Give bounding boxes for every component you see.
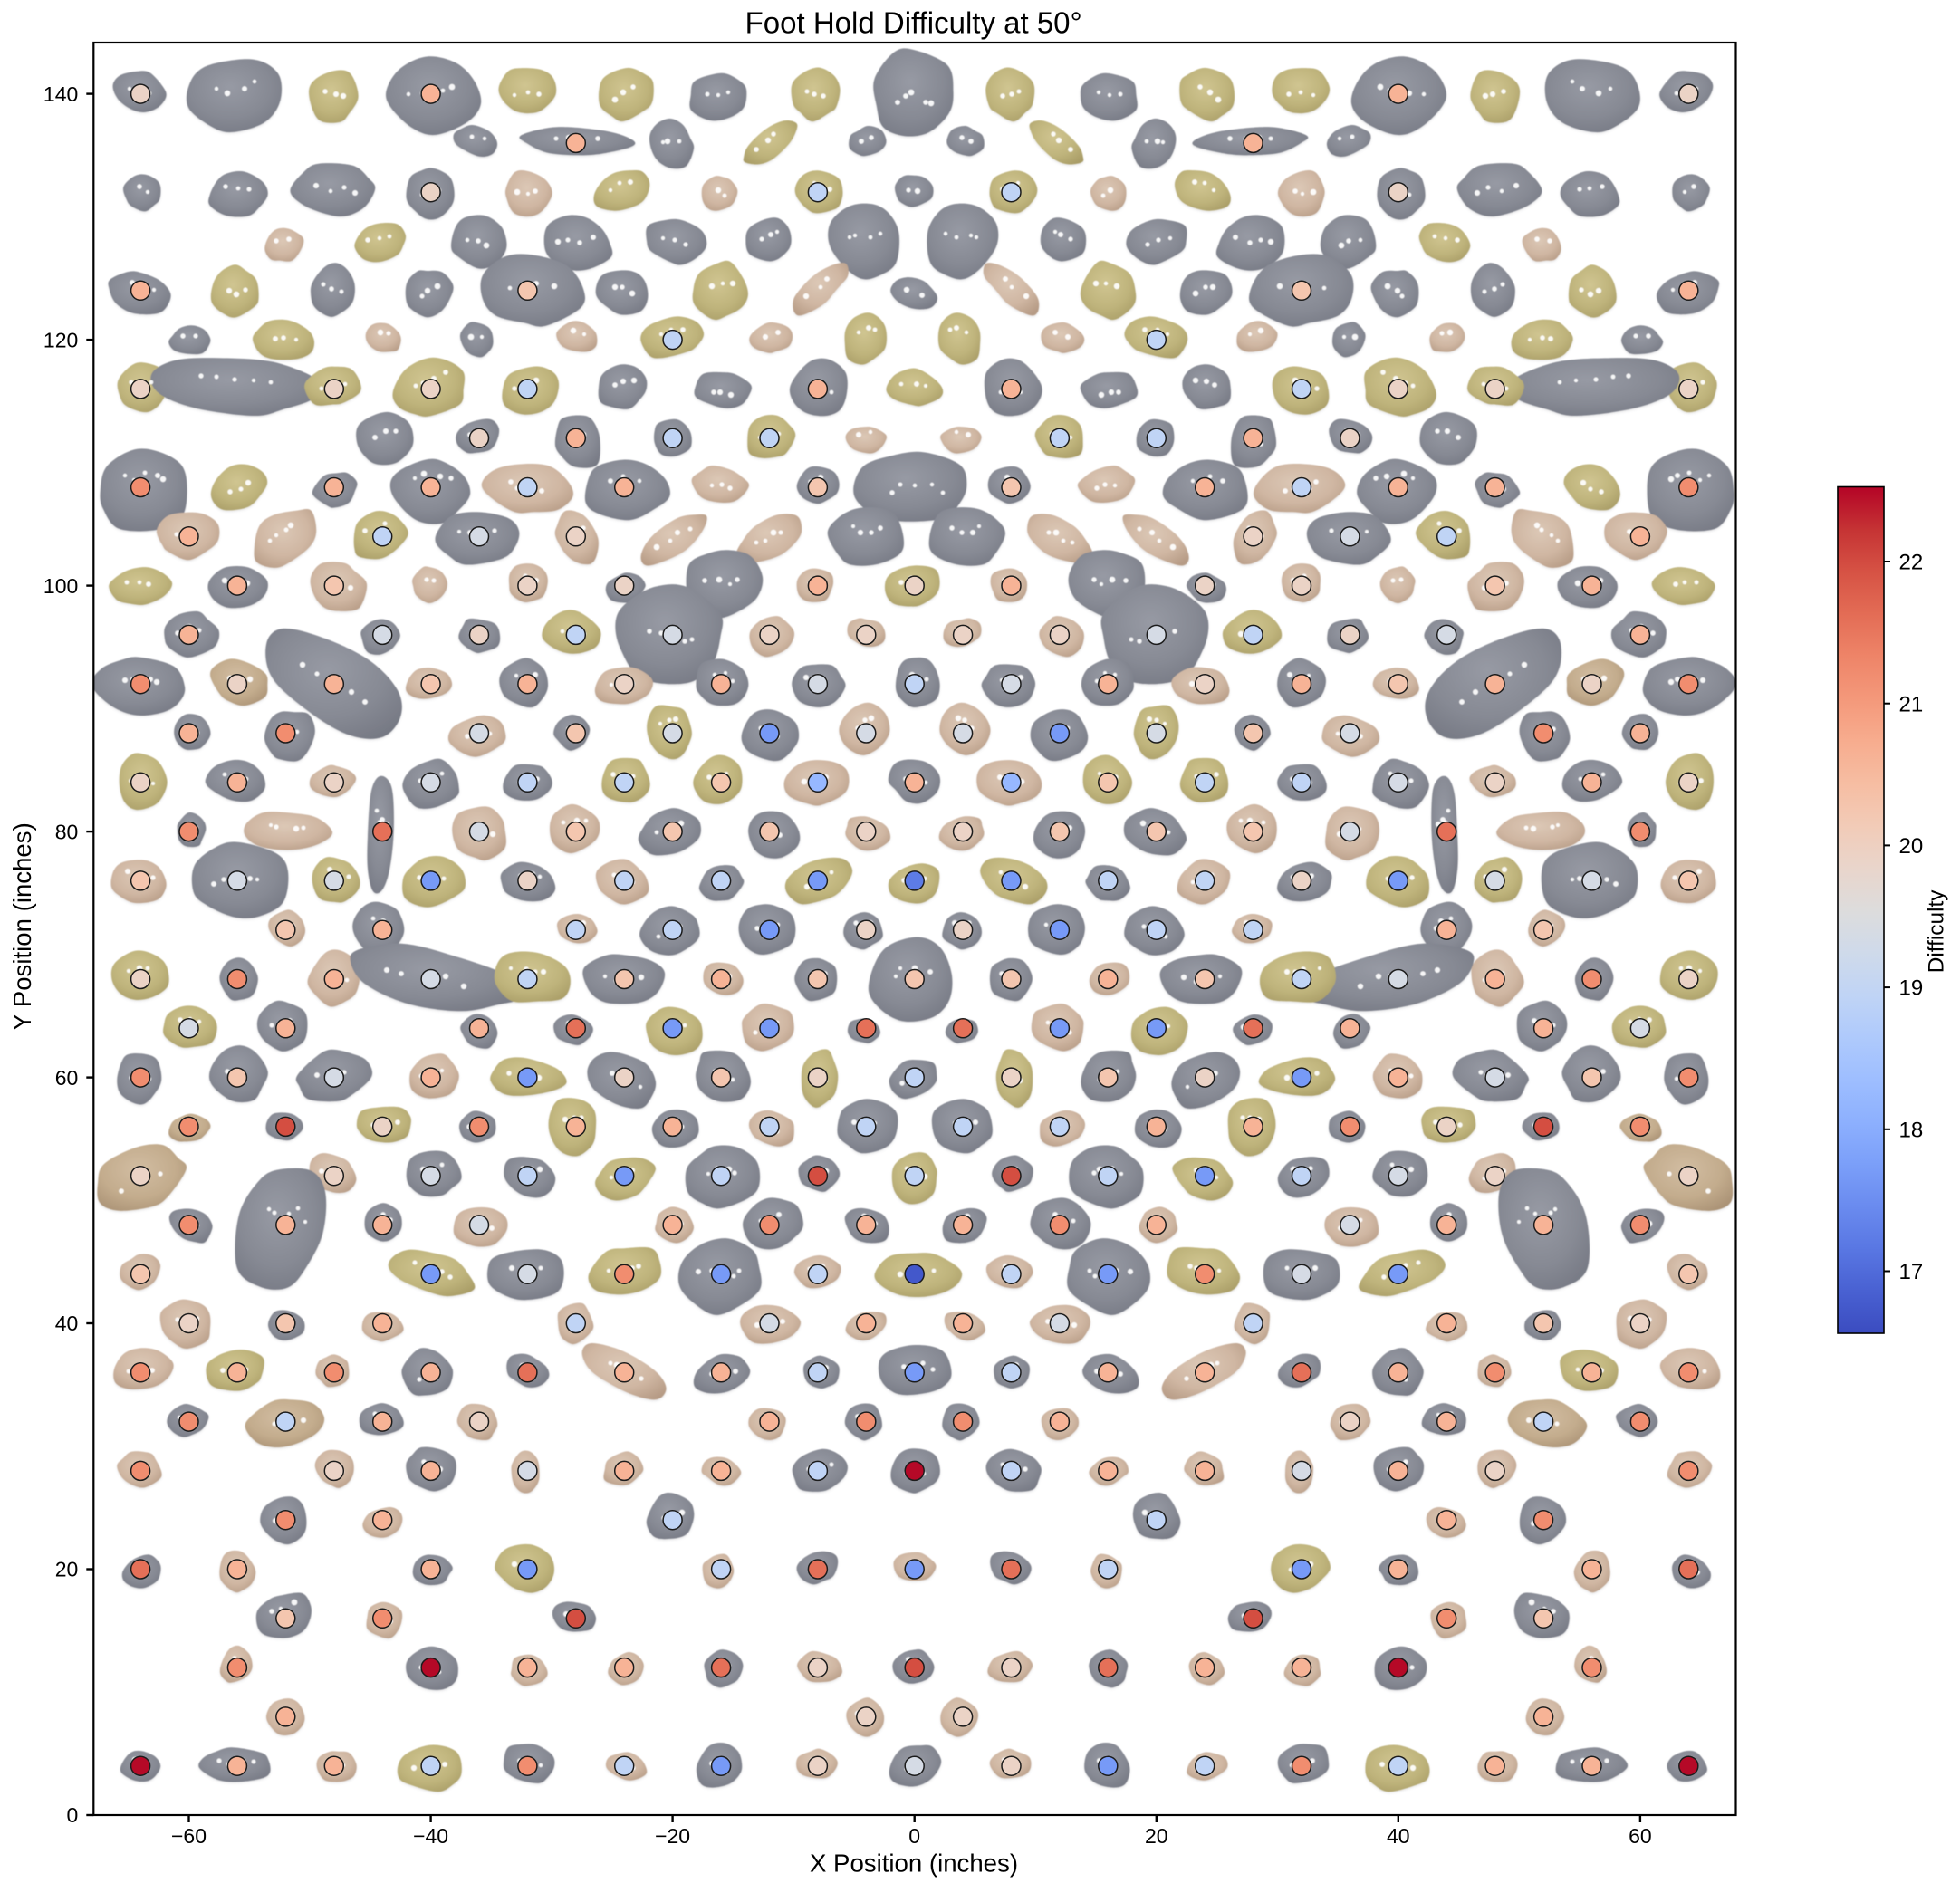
svg-text:20: 20 xyxy=(1899,834,1924,859)
svg-text:120: 120 xyxy=(43,328,78,351)
svg-text:19: 19 xyxy=(1899,976,1924,1001)
svg-text:60: 60 xyxy=(1629,1824,1652,1848)
svg-text:40: 40 xyxy=(1387,1824,1410,1848)
svg-text:Foot Hold Difficulty at 50°: Foot Hold Difficulty at 50° xyxy=(745,5,1082,39)
svg-text:22: 22 xyxy=(1899,551,1924,575)
svg-text:60: 60 xyxy=(55,1066,79,1090)
svg-text:Difficulty: Difficulty xyxy=(1925,889,1949,974)
svg-text:80: 80 xyxy=(55,820,79,843)
svg-text:17: 17 xyxy=(1899,1260,1924,1284)
svg-text:100: 100 xyxy=(43,574,78,598)
svg-text:18: 18 xyxy=(1899,1118,1924,1142)
svg-text:−60: −60 xyxy=(171,1824,207,1848)
svg-text:−40: −40 xyxy=(413,1824,448,1848)
svg-text:X Position (inches): X Position (inches) xyxy=(810,1850,1018,1878)
svg-text:20: 20 xyxy=(55,1558,79,1581)
svg-text:0: 0 xyxy=(908,1824,920,1848)
svg-text:40: 40 xyxy=(55,1312,79,1335)
svg-text:0: 0 xyxy=(67,1803,79,1827)
svg-text:−20: −20 xyxy=(655,1824,690,1848)
svg-text:140: 140 xyxy=(43,82,78,106)
svg-text:Y Position (inches): Y Position (inches) xyxy=(8,822,36,1031)
svg-text:21: 21 xyxy=(1899,692,1924,716)
svg-text:20: 20 xyxy=(1145,1824,1168,1848)
